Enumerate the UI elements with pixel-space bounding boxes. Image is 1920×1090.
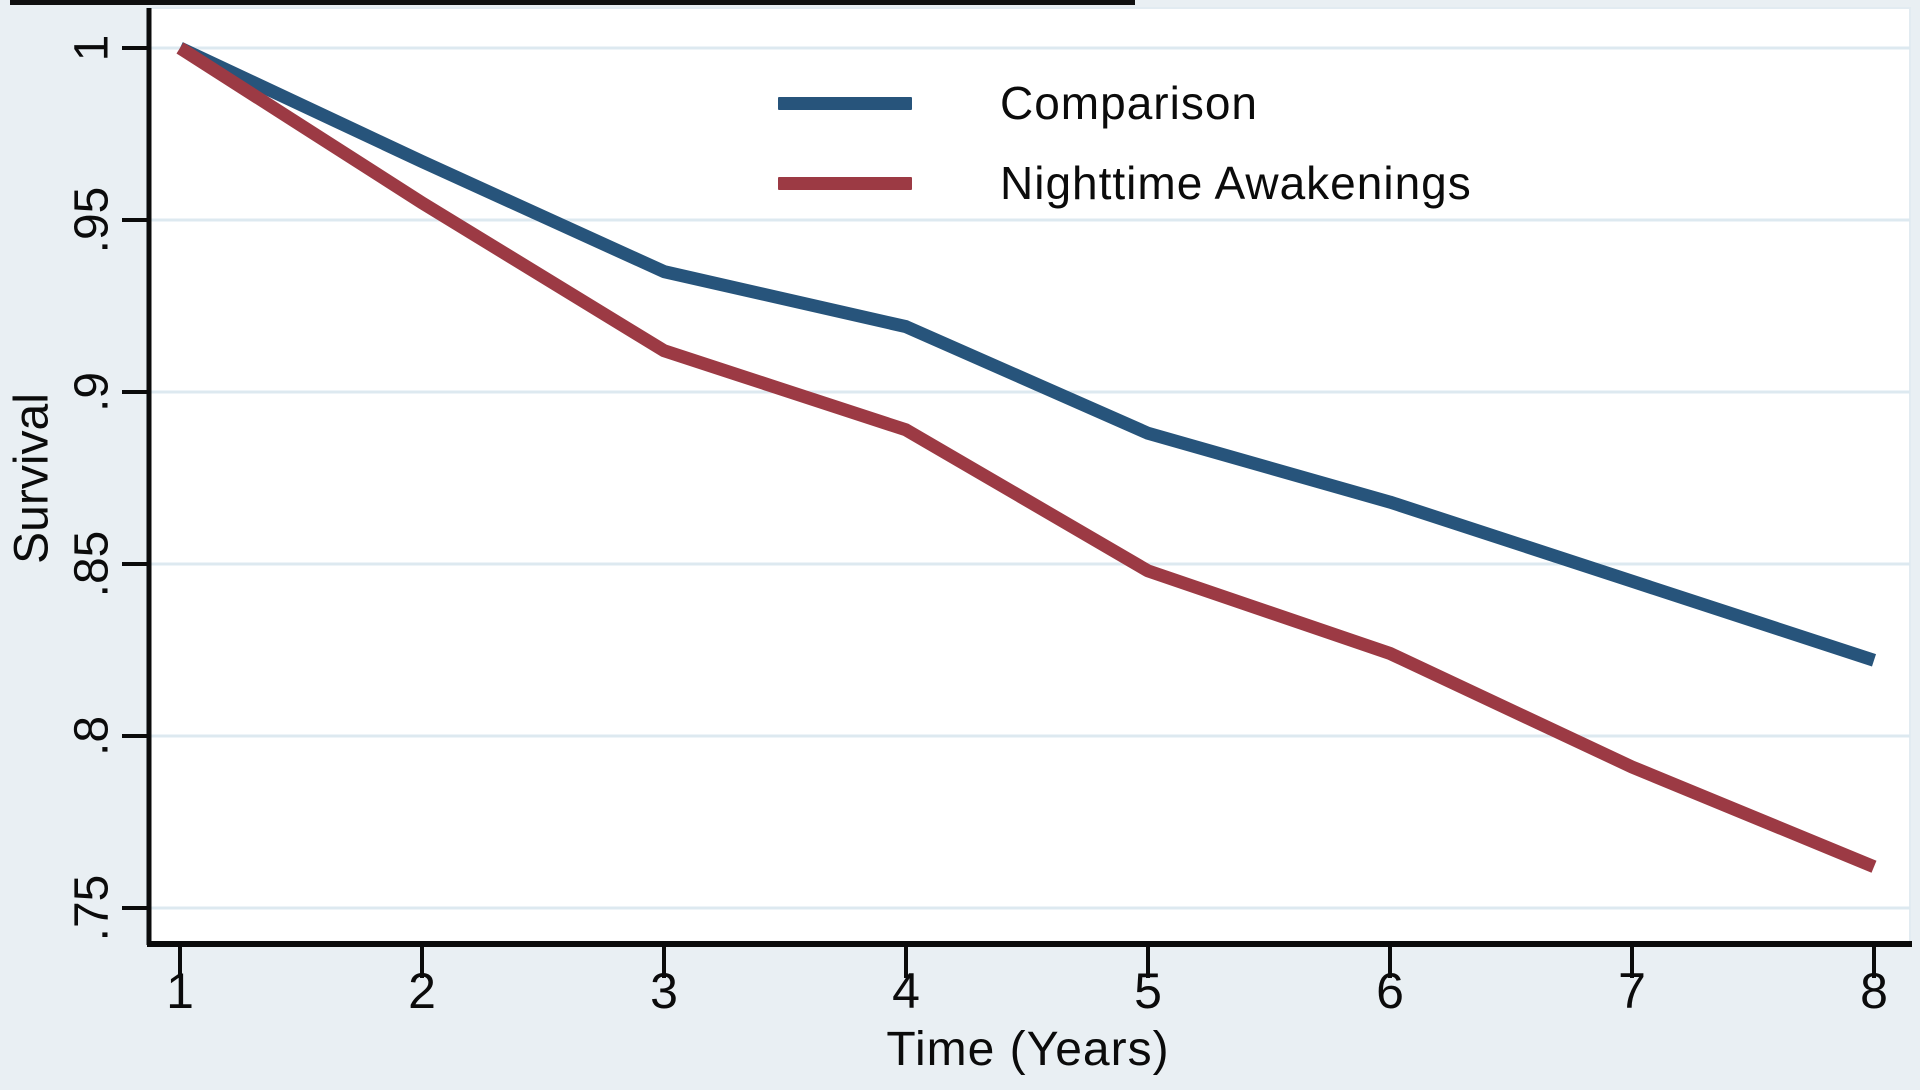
legend-item-comparison: Comparison (778, 76, 1472, 130)
y-tick-label-.95: .95 (66, 187, 119, 254)
y-tick-label-.8: .8 (66, 716, 119, 756)
top-border-artifact (10, 0, 1135, 5)
x-tick-label-2: 2 (408, 963, 436, 1019)
y-tick-label-1: 1 (66, 35, 119, 62)
legend: Comparison Nighttime Awakenings (778, 76, 1472, 210)
x-tick-label-1: 1 (166, 963, 194, 1019)
y-tick-label-.9: .9 (66, 372, 119, 412)
nighttime-awakenings-line-swatch (778, 176, 912, 190)
y-tick-label-.75: .75 (66, 875, 119, 942)
legend-item-nighttime-awakenings: Nighttime Awakenings (778, 156, 1472, 210)
x-tick-label-8: 8 (1860, 963, 1888, 1019)
legend-label-nighttime-awakenings: Nighttime Awakenings (1000, 157, 1472, 209)
x-tick-label-5: 5 (1134, 963, 1162, 1019)
series-line-nighttime-awakenings (176, 42, 1877, 873)
legend-label-comparison: Comparison (1000, 77, 1258, 129)
x-axis-title: Time (Years) (886, 1023, 1170, 1076)
y-axis-title: Survival (5, 393, 59, 564)
x-tick-label-3: 3 (650, 963, 678, 1019)
comparison-line-swatch (778, 96, 912, 110)
y-tick-label-.85: .85 (66, 531, 119, 598)
series-line-comparison (177, 42, 1877, 667)
x-tick-label-4: 4 (892, 963, 920, 1019)
x-tick-label-6: 6 (1376, 963, 1404, 1019)
x-tick-label-7: 7 (1618, 963, 1646, 1019)
